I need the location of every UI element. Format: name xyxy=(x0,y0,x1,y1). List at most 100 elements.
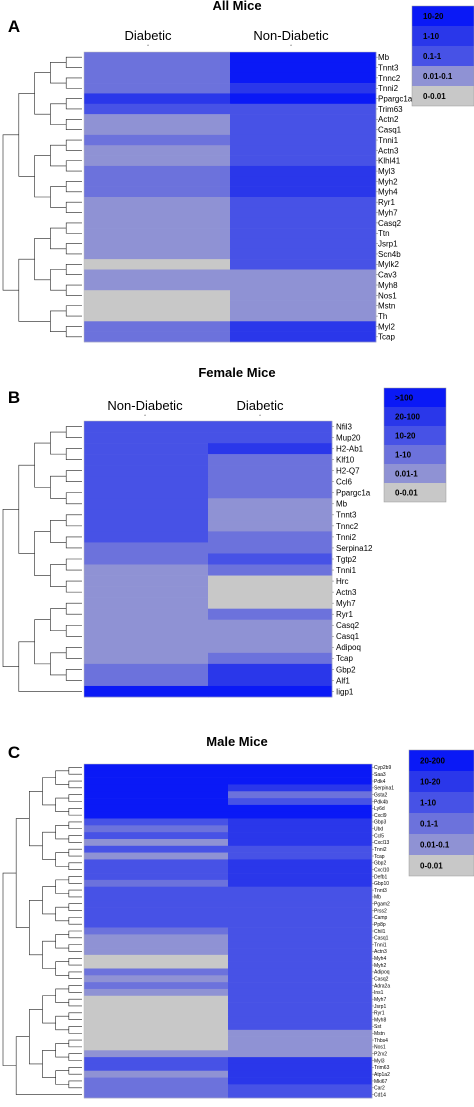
heatmap-cell xyxy=(84,804,229,813)
heatmap-cell xyxy=(228,845,373,853)
heatmap-cell xyxy=(84,487,209,499)
legend-swatch xyxy=(412,86,474,106)
dendrogram-branch xyxy=(65,647,82,659)
row-label: Cd14 xyxy=(374,1092,386,1098)
row-label: Actn3 xyxy=(378,146,399,155)
heatmap-cell xyxy=(208,421,333,433)
heatmap-cell xyxy=(84,259,231,270)
heatmap-cell xyxy=(84,934,229,942)
heatmap-cell xyxy=(228,1023,373,1031)
legend-label: 1-10 xyxy=(423,32,440,41)
heatmap-cell xyxy=(230,228,377,239)
row-label: Casq1 xyxy=(336,632,360,641)
row-label: Thbs4 xyxy=(374,1038,388,1044)
legend-swatch xyxy=(412,46,474,66)
heatmap-cell xyxy=(228,818,373,826)
heatmap-cell xyxy=(84,825,229,833)
heatmap-cell xyxy=(230,176,377,187)
heatmap-cell xyxy=(84,784,229,792)
heatmap-cell xyxy=(84,155,231,167)
row-label: Myh2 xyxy=(374,963,386,969)
heatmap-cell xyxy=(84,893,229,901)
dendrogram-branch xyxy=(68,1080,82,1089)
heatmap-cell xyxy=(230,186,377,198)
dendrogram-branch xyxy=(55,1043,69,1058)
dendrogram-branch xyxy=(50,62,67,84)
row-label: P2rx2 xyxy=(374,1051,387,1057)
heatmap-cell xyxy=(84,948,229,956)
legend-swatch xyxy=(409,771,474,792)
heatmap-border xyxy=(83,51,377,343)
heatmap-cell xyxy=(84,197,231,208)
row-label: Klhl41 xyxy=(378,157,401,166)
heatmap-cell xyxy=(84,575,209,587)
heatmap-cell xyxy=(84,900,229,908)
dendrogram-branch xyxy=(68,1039,82,1048)
dendrogram-branch xyxy=(68,1067,82,1075)
dendrogram-branch xyxy=(68,998,82,1007)
legend-swatch xyxy=(384,426,446,445)
dendrogram-branch xyxy=(65,264,82,275)
heatmap-cell xyxy=(208,553,333,565)
row-label: Mup20 xyxy=(336,433,361,442)
dendrogram-branch xyxy=(15,818,30,928)
dendrogram-branch xyxy=(42,940,56,969)
dendrogram-branch xyxy=(50,608,67,632)
dendrogram-branch xyxy=(18,93,35,177)
chart-title: Male Mice xyxy=(206,734,267,749)
row-label: Mstn xyxy=(378,302,395,311)
row-label: Tcap xyxy=(374,854,385,860)
dendrogram-branch xyxy=(65,139,82,151)
row-label: Jsrp1 xyxy=(378,239,398,248)
heatmap-cell xyxy=(84,176,231,187)
heatmap-cell xyxy=(84,954,229,962)
heatmap-cell xyxy=(230,331,377,343)
heatmap-cell xyxy=(230,259,377,270)
heatmap-cell xyxy=(228,1016,373,1024)
row-label: Actn3 xyxy=(374,949,387,955)
heatmap-cell xyxy=(228,913,373,922)
heatmap-cell xyxy=(228,1077,373,1085)
column-tick: * xyxy=(290,43,292,48)
heatmap-cell xyxy=(84,300,231,312)
heatmap-cell xyxy=(84,873,229,881)
dendrogram-branch xyxy=(55,1015,69,1031)
dendrogram-branch xyxy=(65,284,82,296)
row-label: Chil1 xyxy=(374,929,386,935)
heatmap-cell xyxy=(84,465,209,477)
heatmap-cell xyxy=(230,321,377,332)
heatmap-cell xyxy=(84,1009,229,1017)
heatmap-cell xyxy=(84,279,231,291)
row-label: Ttn xyxy=(378,229,390,238)
heatmap-cell xyxy=(228,873,373,881)
row-label: Cav3 xyxy=(378,271,397,280)
row-label: Myl2 xyxy=(378,322,395,331)
legend-swatch xyxy=(409,813,474,834)
row-label: Tnni1 xyxy=(378,136,399,145)
panel-letter: A xyxy=(8,17,20,36)
row-label: Serpina1 xyxy=(374,786,394,792)
heatmap-cell xyxy=(228,791,373,799)
heatmap-cell xyxy=(230,124,377,136)
row-label: Cxcl10 xyxy=(374,867,390,873)
heatmap-cell xyxy=(208,465,333,477)
heatmap-cell xyxy=(84,498,209,510)
heatmap-cell xyxy=(228,764,373,772)
heatmap-cell xyxy=(228,941,373,949)
heatmap-cell xyxy=(84,145,231,156)
dendrogram-branch xyxy=(65,305,82,317)
dendrogram-branch xyxy=(55,825,69,840)
row-label: Alf1 xyxy=(336,676,350,685)
heatmap-cell xyxy=(208,630,333,643)
heatmap-cell xyxy=(84,52,231,63)
heatmap-cell xyxy=(84,852,229,860)
dendrogram-branch xyxy=(34,155,51,198)
heatmap-cell xyxy=(228,988,373,997)
heatmap-cell xyxy=(228,886,373,894)
row-label: Pdk4 xyxy=(374,779,386,785)
heatmap-cell xyxy=(208,641,333,654)
heatmap-cell xyxy=(84,1043,229,1051)
legend-label: 0.1-1 xyxy=(423,52,442,61)
